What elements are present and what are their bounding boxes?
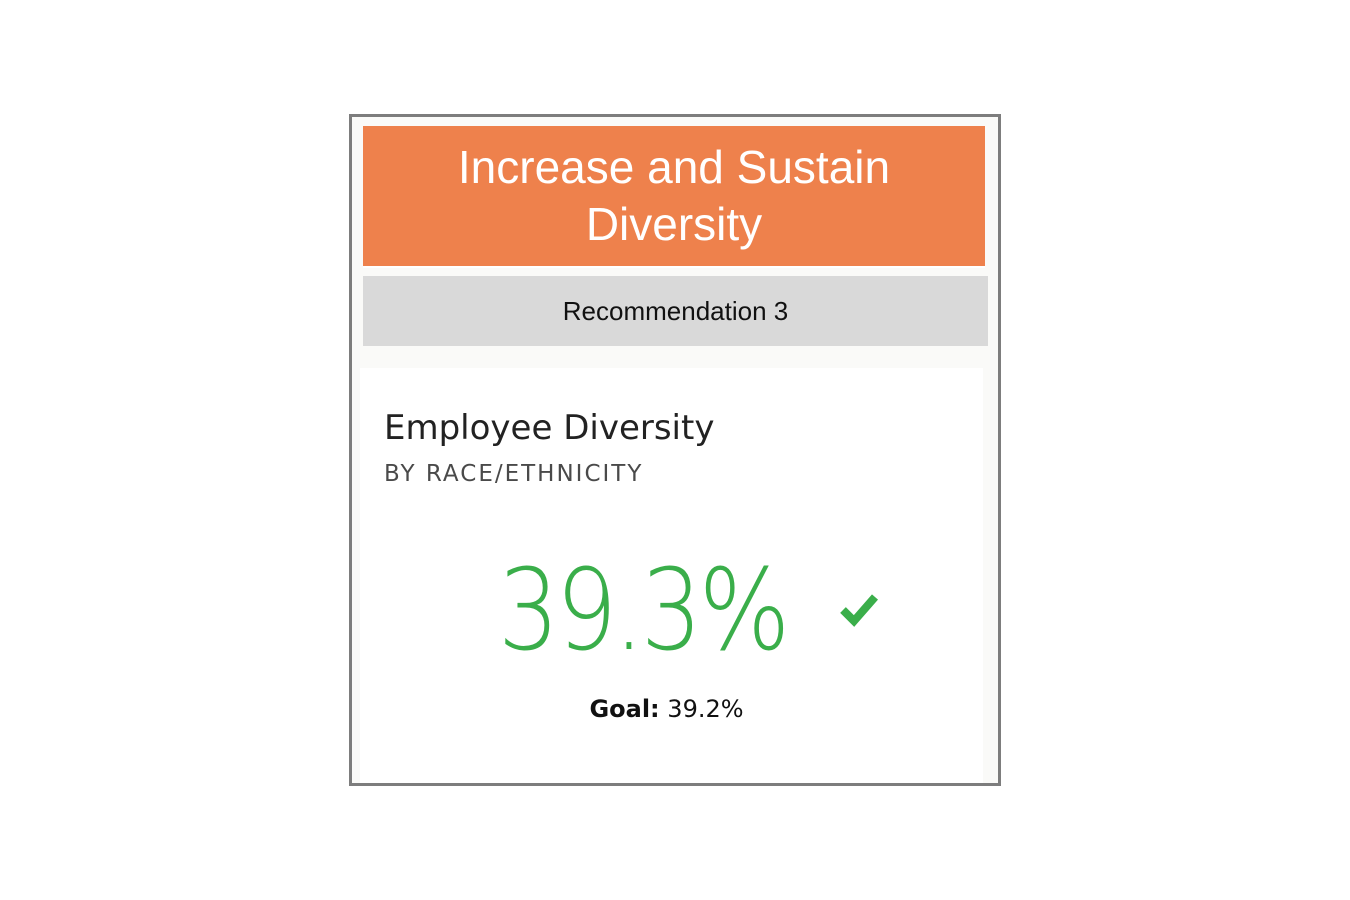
kpi-goal: Goal: 39.2%	[360, 695, 973, 723]
kpi-panel: Employee Diversity BY RACE/ETHNICITY 39.…	[360, 368, 983, 783]
goal-value: 39.2%	[667, 695, 744, 723]
goal-label: Goal:	[589, 695, 660, 723]
recommendation-label: Recommendation 3	[363, 276, 988, 346]
card-header: Increase and Sustain Diversity	[363, 126, 985, 268]
kpi-subtitle: BY RACE/ETHNICITY	[384, 461, 644, 487]
kpi-value: 39.3%	[498, 546, 790, 676]
kpi-card: Increase and Sustain Diversity Recommend…	[349, 114, 1001, 786]
kpi-title: Employee Diversity	[384, 408, 715, 448]
check-icon	[840, 594, 879, 627]
